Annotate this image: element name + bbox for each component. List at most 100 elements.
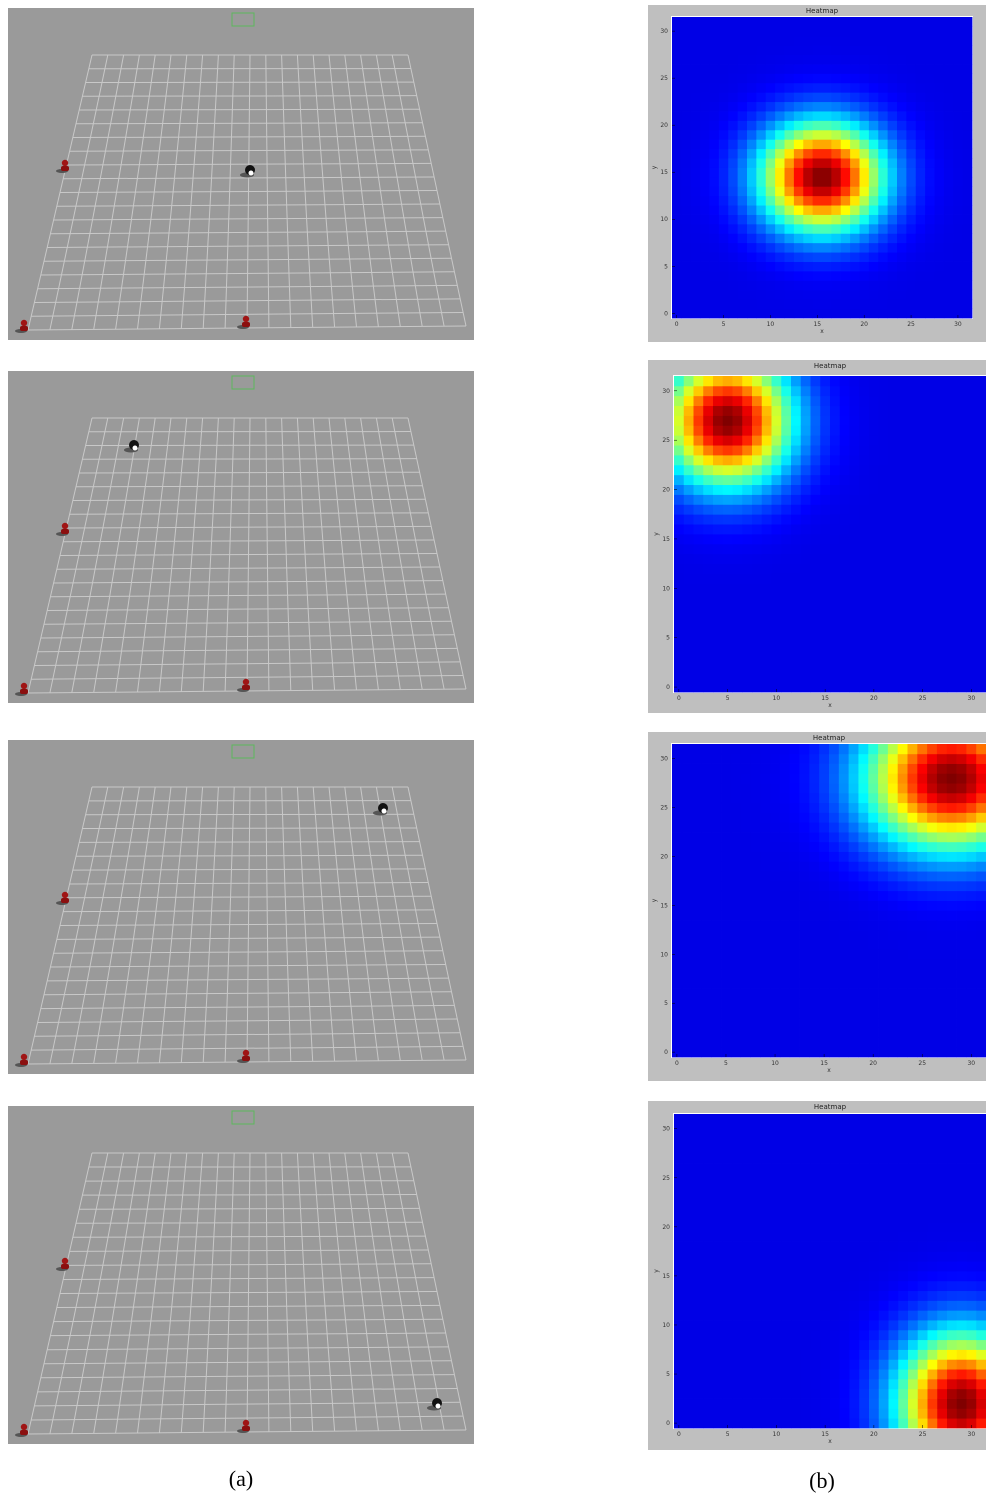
- heatmap-cell: [811, 1143, 821, 1153]
- heatmap-cell: [822, 271, 832, 281]
- heatmap-cell: [811, 662, 821, 672]
- heatmap-cell: [889, 1320, 899, 1330]
- heatmap-cell: [721, 764, 731, 774]
- heatmap-cell: [780, 959, 790, 969]
- heatmap-cell: [684, 1369, 694, 1379]
- heatmap-cell: [762, 1408, 772, 1418]
- heatmap-cell: [947, 930, 957, 940]
- heatmap-cell: [681, 290, 691, 300]
- heatmap-cell: [672, 822, 682, 832]
- heatmap-cell: [947, 445, 957, 455]
- heatmap-cell: [770, 969, 780, 979]
- heatmap-cell: [703, 1193, 713, 1203]
- heatmap-cell: [719, 177, 729, 187]
- heatmap-cell: [731, 744, 741, 754]
- heatmap-cell: [937, 871, 947, 881]
- heatmap-cell: [888, 280, 898, 290]
- heatmap-cell: [849, 832, 859, 842]
- heatmap-cell: [963, 196, 973, 206]
- heatmap-cell: [859, 633, 869, 643]
- heatmap-cell: [947, 1153, 957, 1163]
- heatmap-cell: [839, 764, 849, 774]
- heatmap-cell: [906, 252, 916, 262]
- heatmap-cell: [800, 1028, 810, 1038]
- heatmap-cell: [822, 92, 832, 102]
- heatmap-cell: [710, 139, 720, 149]
- heatmap-cell: [760, 1028, 770, 1038]
- heatmap-cell: [967, 544, 977, 554]
- heatmap-cell: [928, 653, 938, 663]
- heatmap-cell: [794, 280, 804, 290]
- heatmap-cell: [850, 633, 860, 643]
- heatmap-cell: [811, 1134, 821, 1144]
- heatmap-cell: [976, 754, 986, 764]
- heatmap-cell: [869, 406, 879, 416]
- heatmap-cell: [850, 1222, 860, 1232]
- heatmap-cell: [935, 120, 945, 130]
- y-tick-label: 5: [666, 635, 670, 642]
- y-tick-label: 25: [660, 805, 668, 812]
- heatmap-cell: [809, 744, 819, 754]
- heatmap-cell: [681, 102, 691, 112]
- heatmap-cell: [772, 1232, 782, 1242]
- heatmap-cell: [819, 979, 829, 989]
- heatmap-cell: [947, 1281, 957, 1291]
- heatmap-cell: [681, 120, 691, 130]
- heatmap-cell: [672, 1018, 682, 1028]
- heatmap-cell: [820, 1320, 830, 1330]
- heatmap-cell: [878, 120, 888, 130]
- heatmap-cell: [888, 901, 898, 911]
- heatmap-cell: [713, 465, 723, 475]
- heatmap-cell: [733, 416, 743, 426]
- heatmap-cell: [889, 1379, 899, 1389]
- heatmap-cell: [762, 504, 772, 514]
- heatmap-cell: [859, 1124, 869, 1134]
- heatmap-cell: [731, 901, 741, 911]
- heatmap-cell: [728, 45, 738, 55]
- heatmap-cell: [898, 623, 908, 633]
- heatmap-cell: [692, 1037, 702, 1047]
- heatmap-cell: [672, 64, 682, 74]
- heatmap-cell: [888, 177, 898, 187]
- heatmap-cell: [937, 593, 947, 603]
- heatmap-cell: [766, 111, 776, 121]
- heatmap-cell: [691, 92, 701, 102]
- heatmap-cell: [672, 812, 682, 822]
- heatmap-cell: [694, 544, 704, 554]
- heatmap-cell: [858, 1047, 868, 1057]
- heatmap-cell: [700, 299, 710, 309]
- heatmap-cell: [859, 1300, 869, 1310]
- heatmap-cell: [963, 17, 973, 27]
- heatmap-cell: [794, 149, 804, 159]
- heatmap-cell: [829, 959, 839, 969]
- heatmap-cell: [766, 139, 776, 149]
- heatmap-cell: [859, 1379, 869, 1389]
- heatmap-cell: [713, 682, 723, 692]
- heatmap-cell: [850, 544, 860, 554]
- heatmap-cell: [710, 168, 720, 178]
- x-tick-label: 5: [726, 1431, 730, 1438]
- heatmap-cell: [811, 1379, 821, 1389]
- heatmap-cell: [966, 1018, 976, 1028]
- heatmap-cell: [953, 186, 963, 196]
- heatmap-cell: [860, 26, 870, 36]
- heatmap-cell: [840, 1340, 850, 1350]
- heatmap-cell: [772, 544, 782, 554]
- heatmap-cell: [703, 682, 713, 692]
- heatmap-cell: [878, 832, 888, 842]
- heatmap-cell: [967, 475, 977, 485]
- figure: (a) (b) Heatmap051015202530051015202530x…: [0, 0, 986, 1497]
- heatmap-cell: [681, 271, 691, 281]
- heatmap-cell: [908, 643, 918, 653]
- heatmap-cell: [742, 1359, 752, 1369]
- heatmap-cell: [752, 1173, 762, 1183]
- heatmap-cell: [869, 495, 879, 505]
- heatmap-cell: [692, 773, 702, 783]
- chart-title: Heatmap: [813, 734, 846, 742]
- heatmap-cell: [752, 1271, 762, 1281]
- heatmap-cell: [791, 682, 801, 692]
- heatmap-cell: [733, 1408, 743, 1418]
- heatmap-cell: [850, 280, 860, 290]
- heatmap-cell: [947, 969, 957, 979]
- heatmap-cell: [878, 205, 888, 215]
